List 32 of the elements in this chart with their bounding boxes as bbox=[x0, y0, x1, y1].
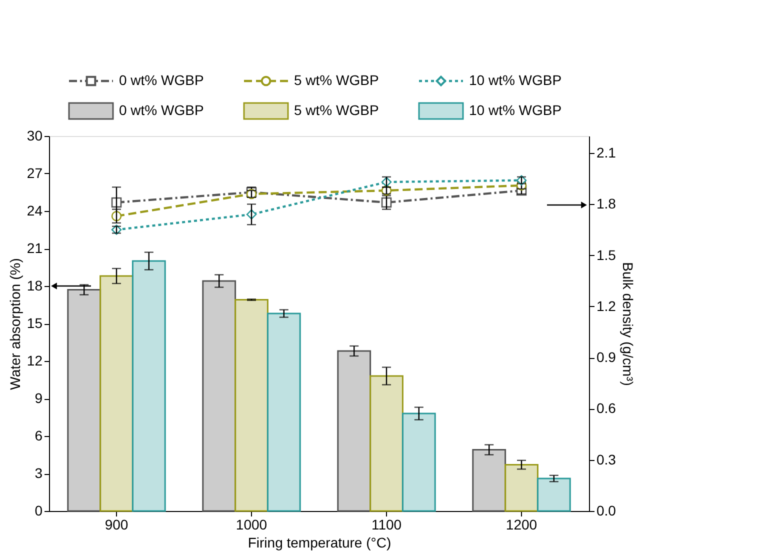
y2-tick-label: 0.9 bbox=[596, 349, 616, 366]
y-tick-label: 21 bbox=[26, 240, 43, 256]
y2-tick-label: 0.6 bbox=[596, 400, 616, 416]
y2-tick-label: 1.2 bbox=[596, 298, 616, 314]
x-tick-label: 900 bbox=[104, 516, 128, 532]
x-tick-label: 1000 bbox=[236, 516, 268, 532]
y-tick-label: 0 bbox=[34, 502, 43, 518]
y-tick-label: 27 bbox=[26, 165, 43, 181]
y2-tick-label: 1.8 bbox=[596, 196, 616, 212]
y-tick-label: 12 bbox=[26, 352, 43, 368]
y-tick-label: 30 bbox=[26, 128, 43, 144]
y-tick-label: 15 bbox=[26, 315, 43, 331]
legend-label: 5 wt% WGBP bbox=[294, 102, 379, 118]
y-tick-label: 9 bbox=[34, 390, 43, 406]
x-tick-label: 1100 bbox=[371, 516, 402, 532]
y-tick-label: 18 bbox=[26, 278, 43, 294]
legend-label: 0 wt% WGBP bbox=[119, 102, 204, 118]
y-tick-label: 3 bbox=[34, 465, 43, 481]
legend-label: 10 wt% WGBP bbox=[469, 72, 562, 88]
y2-tick-label: 2.1 bbox=[596, 144, 616, 161]
legend-label: 0 wt% WGBP bbox=[119, 72, 204, 88]
y-axis-title: Water absorption (%) bbox=[6, 258, 23, 390]
y2-tick-label: 0.3 bbox=[596, 451, 616, 468]
y2-tick-label: 1.5 bbox=[596, 246, 616, 263]
y2-axis-title: Bulk density (g/cm³) bbox=[620, 262, 636, 386]
x-axis-title: Firing temperature (°C) bbox=[248, 534, 392, 550]
legend-label: 5 wt% WGBP bbox=[294, 72, 379, 88]
y2-tick-label: 0.0 bbox=[596, 502, 616, 518]
x-tick-label: 1200 bbox=[506, 516, 538, 532]
legend-label: 10 wt% WGBP bbox=[469, 102, 562, 118]
y-tick-label: 6 bbox=[34, 428, 43, 444]
y-tick-label: 24 bbox=[26, 202, 43, 218]
